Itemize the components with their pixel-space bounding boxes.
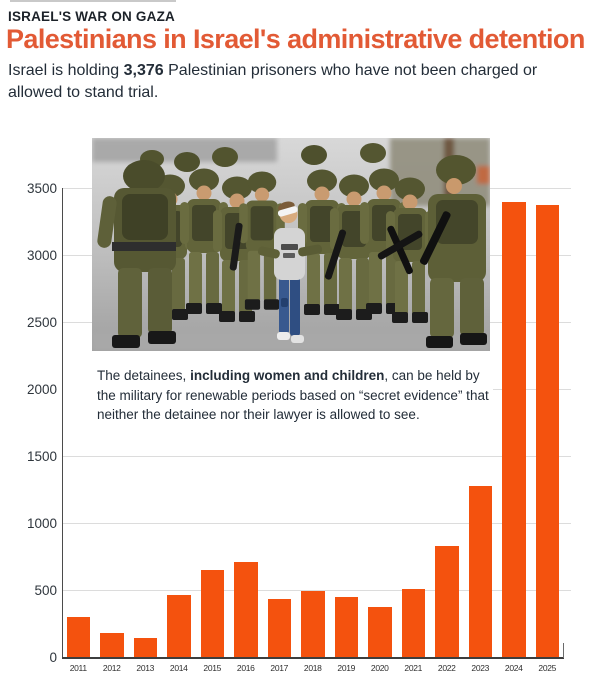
y-axis-label-2500: 2500 [26,314,57,330]
bar-2021 [401,589,425,658]
page-title: Palestinians in Israel's administrative … [6,24,585,54]
x-axis-label-2019: 2019 [337,663,356,673]
subtitle: Israel is holding 3,376 Palestinian pris… [8,60,568,103]
x-axis-label-2023: 2023 [471,663,490,673]
caption-post: , can be held by the military for renewa… [97,368,489,422]
bar-2020 [368,606,392,658]
bar-2022 [435,545,459,658]
caption-pre: The detainees, [97,368,191,383]
y-axis-label-3000: 3000 [26,247,57,263]
x-axis-label-2021: 2021 [404,663,423,673]
x-axis-end-tick [562,643,564,658]
photo-illustration [92,138,490,351]
y-axis-label-0: 0 [49,649,57,665]
bar-2025 [535,205,559,658]
bar-2018 [301,591,325,658]
caption-bold: including women and children [190,368,385,383]
x-axis-label-2012: 2012 [102,663,121,673]
kicker: ISRAEL'S WAR ON GAZA [8,9,175,24]
photo-caption: The detainees, including women and child… [63,356,493,432]
x-axis-label-2014: 2014 [169,663,188,673]
bar-2015 [200,570,224,658]
bar-2013 [133,638,157,658]
x-axis-label-2022: 2022 [437,663,456,673]
bar-2019 [334,596,358,658]
gridline-500 [62,590,571,591]
x-axis-label-2016: 2016 [236,663,255,673]
y-axis-label-3500: 3500 [26,180,57,196]
subtitle-pre: Israel is holding [8,62,124,79]
subtitle-post: Palestinian prisoners who have not been … [8,62,538,101]
y-axis-line [62,188,64,658]
y-axis-label-1000: 1000 [26,515,57,531]
y-axis-label-2000: 2000 [26,381,57,397]
x-axis-label-2018: 2018 [303,663,322,673]
gridline-1500 [62,456,571,457]
x-axis-line [62,657,564,659]
bar-2011 [66,617,90,658]
x-axis-label-2024: 2024 [504,663,523,673]
x-axis-label-2025: 2025 [538,663,557,673]
photo-soldiers-detaining-blindfolded-boy [92,138,490,351]
bar-2023 [468,485,492,658]
x-axis-label-2017: 2017 [270,663,289,673]
cropped-text-fragment [10,0,176,2]
bar-2017 [267,598,291,658]
gridline-1000 [62,523,571,524]
y-axis-label-1500: 1500 [26,448,57,464]
x-axis-label-2015: 2015 [203,663,222,673]
bar-2014 [167,595,191,658]
x-axis-label-2011: 2011 [69,663,87,673]
y-axis-label-500: 500 [34,582,57,598]
detainee-count: 3,376 [123,62,164,79]
blindfolded-boy [257,201,323,343]
bar-2016 [234,562,258,658]
x-axis-label-2013: 2013 [136,663,155,673]
bar-2024 [502,201,526,658]
bar-2012 [100,633,124,658]
x-axis-label-2020: 2020 [370,663,389,673]
